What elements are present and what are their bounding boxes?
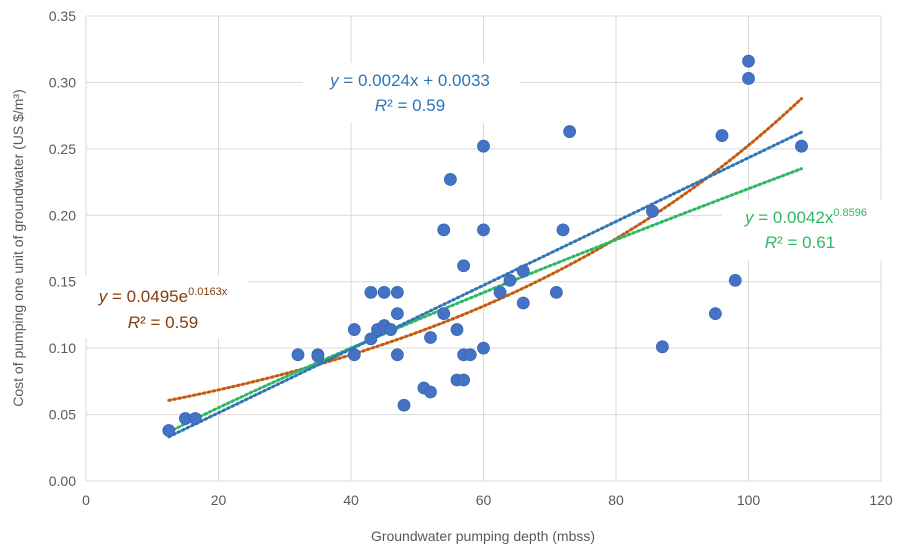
- data-points: [162, 54, 808, 437]
- data-point: [549, 285, 563, 299]
- y-axis-ticks: 0.00 0.05 0.10 0.15 0.20 0.25 0.30 0.35: [49, 8, 76, 489]
- data-point: [437, 307, 451, 321]
- data-point: [188, 412, 202, 425]
- data-point: [708, 307, 722, 321]
- linear-trendline: [167, 130, 803, 439]
- power-r-squared: R² = 0.61: [765, 233, 835, 252]
- data-point: [516, 264, 530, 278]
- data-point: [477, 139, 490, 153]
- power-trendline: [167, 167, 803, 434]
- data-point: [457, 373, 471, 387]
- linear-r-squared: R² = 0.59: [375, 96, 445, 115]
- data-point: [397, 398, 411, 412]
- data-point: [646, 204, 659, 218]
- data-point: [424, 331, 437, 344]
- data-point: [390, 285, 404, 299]
- trendlines: [167, 97, 803, 439]
- data-point: [715, 129, 729, 142]
- data-point: [556, 223, 570, 237]
- data-point: [450, 323, 464, 336]
- x-tick-label: 0: [82, 492, 90, 508]
- data-point: [437, 223, 451, 237]
- exponential-trendline: [167, 97, 803, 402]
- y-tick-label: 0.10: [49, 340, 76, 356]
- exponential-equation: y = 0.0495e0.0163x: [98, 286, 228, 306]
- data-point: [443, 173, 457, 186]
- data-point: [347, 348, 361, 362]
- data-point: [516, 296, 530, 310]
- data-point: [742, 72, 755, 85]
- data-point: [311, 349, 325, 363]
- data-point: [503, 273, 517, 287]
- data-point: [390, 307, 404, 321]
- x-axis-title: Groundwater pumping depth (mbss): [371, 528, 595, 544]
- x-tick-label: 80: [608, 492, 624, 508]
- x-tick-label: 60: [476, 492, 492, 508]
- linear-equation: y = 0.0024x + 0.0033: [329, 71, 490, 90]
- y-tick-label: 0.05: [49, 407, 76, 423]
- exponential-r-squared: R² = 0.59: [128, 313, 198, 332]
- data-point: [364, 332, 378, 346]
- data-point: [347, 323, 361, 336]
- x-tick-label: 120: [869, 492, 893, 508]
- x-tick-label: 20: [211, 492, 227, 508]
- y-axis-title: Cost of pumping one unit of groundwater …: [10, 89, 26, 407]
- x-tick-label: 40: [343, 492, 359, 508]
- y-tick-label: 0.35: [49, 8, 76, 24]
- x-axis-ticks: 0 20 40 60 80 100 120: [82, 492, 893, 508]
- data-point: [477, 223, 490, 237]
- data-point: [384, 323, 398, 336]
- x-tick-label: 100: [737, 492, 761, 508]
- y-tick-label: 0.00: [49, 473, 76, 489]
- data-point: [364, 285, 378, 299]
- y-tick-label: 0.15: [49, 274, 76, 290]
- data-point: [463, 348, 477, 362]
- data-point: [655, 340, 669, 354]
- data-point: [795, 139, 808, 153]
- data-point: [377, 285, 391, 299]
- power-equation-box: [722, 200, 887, 260]
- y-tick-label: 0.25: [49, 141, 76, 157]
- data-point: [390, 348, 404, 362]
- data-point: [563, 125, 577, 138]
- linear-equation-box: [303, 63, 520, 123]
- data-point: [457, 259, 471, 273]
- data-point: [162, 424, 176, 437]
- data-point: [424, 385, 437, 399]
- data-point: [291, 348, 305, 362]
- data-point: [477, 341, 490, 355]
- data-point: [742, 54, 755, 68]
- y-tick-label: 0.30: [49, 74, 76, 90]
- data-point: [728, 273, 742, 287]
- y-tick-label: 0.20: [49, 207, 76, 223]
- data-point: [493, 285, 507, 299]
- power-equation: y = 0.0042x0.8596: [744, 207, 867, 227]
- exponential-equation-box: [80, 276, 248, 338]
